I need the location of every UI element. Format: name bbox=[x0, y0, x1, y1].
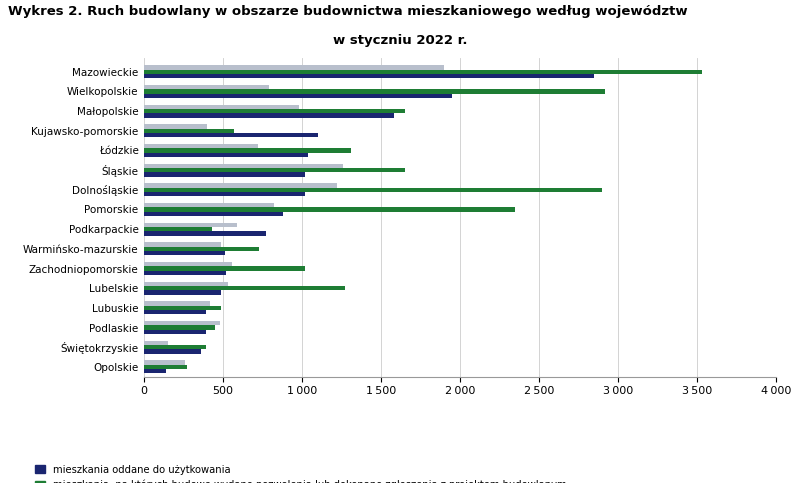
Bar bbox=[144, 321, 220, 326]
Bar bbox=[144, 212, 283, 216]
Bar bbox=[144, 326, 215, 330]
Bar bbox=[144, 247, 259, 251]
Text: Wykres 2. Ruch budowlany w obszarze budownictwa mieszkaniowego według województw: Wykres 2. Ruch budowlany w obszarze budo… bbox=[8, 5, 688, 18]
Bar bbox=[144, 144, 258, 148]
Bar bbox=[144, 153, 308, 157]
Bar bbox=[144, 113, 394, 117]
Bar bbox=[144, 345, 206, 349]
Bar bbox=[144, 310, 206, 314]
Bar bbox=[144, 124, 207, 128]
Bar bbox=[144, 164, 343, 168]
Bar bbox=[144, 85, 269, 89]
Legend: mieszkania oddane do użytkowania, mieszkania, na których budowę wydano pozwoleni: mieszkania oddane do użytkowania, mieszk… bbox=[35, 465, 567, 483]
Bar bbox=[144, 133, 318, 137]
Bar bbox=[144, 148, 351, 153]
Bar bbox=[144, 242, 222, 247]
Bar bbox=[144, 168, 405, 172]
Bar bbox=[144, 251, 225, 256]
Bar bbox=[144, 192, 305, 196]
Bar bbox=[144, 306, 222, 310]
Bar bbox=[144, 223, 238, 227]
Bar bbox=[144, 341, 168, 345]
Bar bbox=[144, 70, 702, 74]
Bar bbox=[144, 301, 210, 306]
Bar bbox=[144, 74, 594, 78]
Bar bbox=[144, 360, 185, 365]
Bar bbox=[144, 290, 222, 295]
Bar bbox=[144, 369, 166, 373]
Bar bbox=[144, 227, 212, 231]
Bar bbox=[144, 330, 206, 334]
Bar bbox=[144, 65, 444, 70]
Text: w styczniu 2022 r.: w styczniu 2022 r. bbox=[333, 34, 467, 47]
Bar bbox=[144, 286, 345, 290]
Bar bbox=[144, 94, 452, 98]
Bar bbox=[144, 172, 305, 177]
Bar bbox=[144, 128, 234, 133]
Bar bbox=[144, 282, 228, 286]
Bar bbox=[144, 231, 266, 236]
Bar bbox=[144, 105, 299, 109]
Bar bbox=[144, 266, 305, 270]
Bar bbox=[144, 207, 515, 212]
Bar bbox=[144, 89, 606, 94]
Bar bbox=[144, 365, 186, 369]
Bar bbox=[144, 349, 201, 354]
Bar bbox=[144, 184, 337, 187]
Bar bbox=[144, 203, 274, 207]
Bar bbox=[144, 187, 602, 192]
Bar bbox=[144, 109, 405, 113]
Bar bbox=[144, 262, 233, 266]
Bar bbox=[144, 270, 226, 275]
